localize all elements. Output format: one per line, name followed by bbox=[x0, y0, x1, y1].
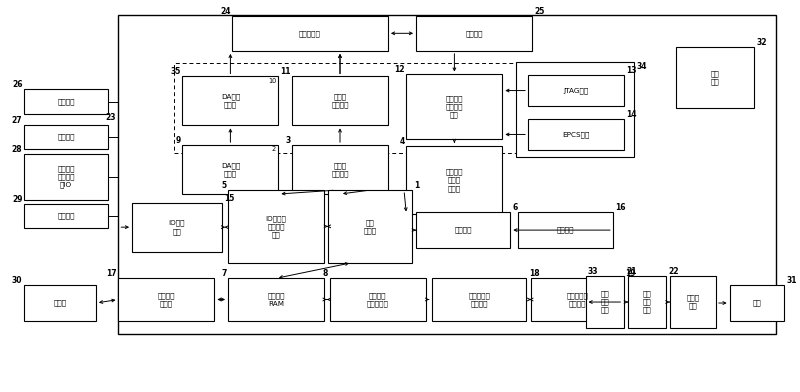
Text: 使能端子: 使能端子 bbox=[58, 213, 74, 219]
Text: 各轴电机: 各轴电机 bbox=[466, 30, 482, 36]
Text: DA转换
及放大: DA转换 及放大 bbox=[221, 94, 240, 108]
Text: 时钟倍频: 时钟倍频 bbox=[454, 227, 472, 233]
Bar bbox=[531, 278, 623, 321]
Text: 7: 7 bbox=[221, 269, 226, 278]
Text: 计算机总
线通讯: 计算机总 线通讯 bbox=[158, 292, 175, 307]
Text: 21: 21 bbox=[626, 267, 637, 276]
Text: 现场总线
通讯预处理: 现场总线 通讯预处理 bbox=[366, 292, 389, 307]
Text: EPCS配置: EPCS配置 bbox=[562, 131, 590, 138]
Text: 25: 25 bbox=[534, 7, 545, 16]
Text: 12: 12 bbox=[394, 65, 405, 74]
Text: 22: 22 bbox=[669, 267, 679, 276]
Bar bbox=[586, 276, 624, 328]
Text: 光电编码
器采样预
处理: 光电编码 器采样预 处理 bbox=[446, 95, 463, 118]
Bar bbox=[528, 119, 624, 150]
Text: 电平
转换
网络: 电平 转换 网络 bbox=[643, 290, 651, 314]
Text: 32: 32 bbox=[757, 38, 767, 47]
Bar bbox=[518, 212, 613, 248]
Text: 光纤: 光纤 bbox=[753, 300, 761, 306]
Text: 34: 34 bbox=[637, 62, 647, 71]
Text: 光纤收
发器: 光纤收 发器 bbox=[686, 295, 699, 309]
Text: 时钟发生: 时钟发生 bbox=[557, 227, 574, 233]
Bar bbox=[24, 204, 108, 228]
Bar bbox=[228, 278, 324, 321]
Bar bbox=[730, 285, 784, 321]
Bar bbox=[628, 276, 666, 328]
Text: 24: 24 bbox=[220, 7, 230, 16]
Text: 27: 27 bbox=[12, 116, 22, 125]
Text: 26: 26 bbox=[12, 80, 22, 89]
Bar bbox=[24, 89, 108, 114]
Text: 3: 3 bbox=[285, 136, 290, 145]
Bar bbox=[24, 125, 108, 149]
Text: 17: 17 bbox=[106, 269, 117, 278]
Text: 23: 23 bbox=[106, 113, 116, 122]
Text: 10: 10 bbox=[268, 78, 276, 83]
Bar bbox=[416, 16, 532, 51]
Text: 18: 18 bbox=[529, 269, 539, 278]
Bar bbox=[406, 146, 502, 214]
Bar bbox=[118, 15, 776, 334]
Bar bbox=[406, 74, 502, 139]
Bar bbox=[182, 76, 278, 125]
Text: 光电编码
器采样
后处理: 光电编码 器采样 后处理 bbox=[446, 169, 463, 192]
Text: 8: 8 bbox=[322, 269, 328, 278]
Text: 28: 28 bbox=[12, 145, 22, 154]
Text: 19: 19 bbox=[626, 269, 636, 278]
Text: 计算机: 计算机 bbox=[54, 300, 66, 306]
Text: 31: 31 bbox=[786, 276, 797, 285]
Text: 30: 30 bbox=[12, 276, 22, 285]
Bar bbox=[24, 285, 96, 321]
Text: DA转换
预处理: DA转换 预处理 bbox=[221, 162, 240, 177]
Text: 现场总线物
理层芯片: 现场总线物 理层芯片 bbox=[566, 292, 588, 307]
Bar bbox=[232, 16, 388, 51]
Text: 各轴驱动器: 各轴驱动器 bbox=[299, 30, 321, 36]
Text: 4: 4 bbox=[399, 137, 405, 146]
Bar bbox=[528, 75, 624, 106]
Text: 中央
处理器: 中央 处理器 bbox=[363, 219, 377, 234]
Bar bbox=[182, 145, 278, 194]
Text: IO输入
输出: IO输入 输出 bbox=[169, 220, 185, 234]
Text: 电平
匹配
网络: 电平 匹配 网络 bbox=[601, 290, 609, 314]
Bar bbox=[670, 276, 716, 328]
Text: 5: 5 bbox=[222, 181, 226, 190]
Text: 9: 9 bbox=[175, 136, 181, 145]
Bar bbox=[676, 47, 754, 108]
Text: 15: 15 bbox=[224, 194, 234, 203]
Text: 用户自定
义输入输
出IO: 用户自定 义输入输 出IO bbox=[58, 165, 74, 188]
Bar bbox=[516, 62, 634, 157]
Bar bbox=[330, 278, 426, 321]
Bar bbox=[416, 212, 510, 248]
Bar bbox=[292, 145, 388, 194]
Text: 11: 11 bbox=[280, 67, 290, 76]
Text: 2: 2 bbox=[272, 146, 276, 152]
Text: 回零开关: 回零开关 bbox=[58, 134, 74, 140]
Text: 内置双口
RAM: 内置双口 RAM bbox=[267, 292, 285, 307]
Bar bbox=[24, 154, 108, 200]
Text: 13: 13 bbox=[626, 66, 637, 75]
Text: 35: 35 bbox=[170, 67, 181, 76]
Bar bbox=[432, 278, 526, 321]
Text: 6: 6 bbox=[513, 203, 518, 212]
Bar bbox=[132, 203, 222, 252]
Bar bbox=[174, 63, 574, 153]
Text: 限位开关: 限位开关 bbox=[58, 98, 74, 105]
Bar bbox=[328, 190, 412, 263]
Text: 1: 1 bbox=[414, 181, 420, 190]
Text: 16: 16 bbox=[615, 203, 626, 212]
Text: 电源
模块: 电源 模块 bbox=[711, 70, 719, 85]
Text: 14: 14 bbox=[626, 110, 637, 119]
Text: JTAG配置: JTAG配置 bbox=[563, 87, 589, 94]
Text: 29: 29 bbox=[12, 195, 22, 204]
Text: 脉冲输
出后处理: 脉冲输 出后处理 bbox=[331, 94, 349, 108]
Text: 现场总线链
路层芯片: 现场总线链 路层芯片 bbox=[468, 292, 490, 307]
Bar bbox=[118, 278, 214, 321]
Bar bbox=[228, 190, 324, 263]
Text: IO信号滤
波与回零
捕获: IO信号滤 波与回零 捕获 bbox=[266, 215, 286, 238]
Text: 脉冲输
出预处理: 脉冲输 出预处理 bbox=[331, 162, 349, 177]
Text: 33: 33 bbox=[588, 267, 598, 276]
Bar bbox=[292, 76, 388, 125]
